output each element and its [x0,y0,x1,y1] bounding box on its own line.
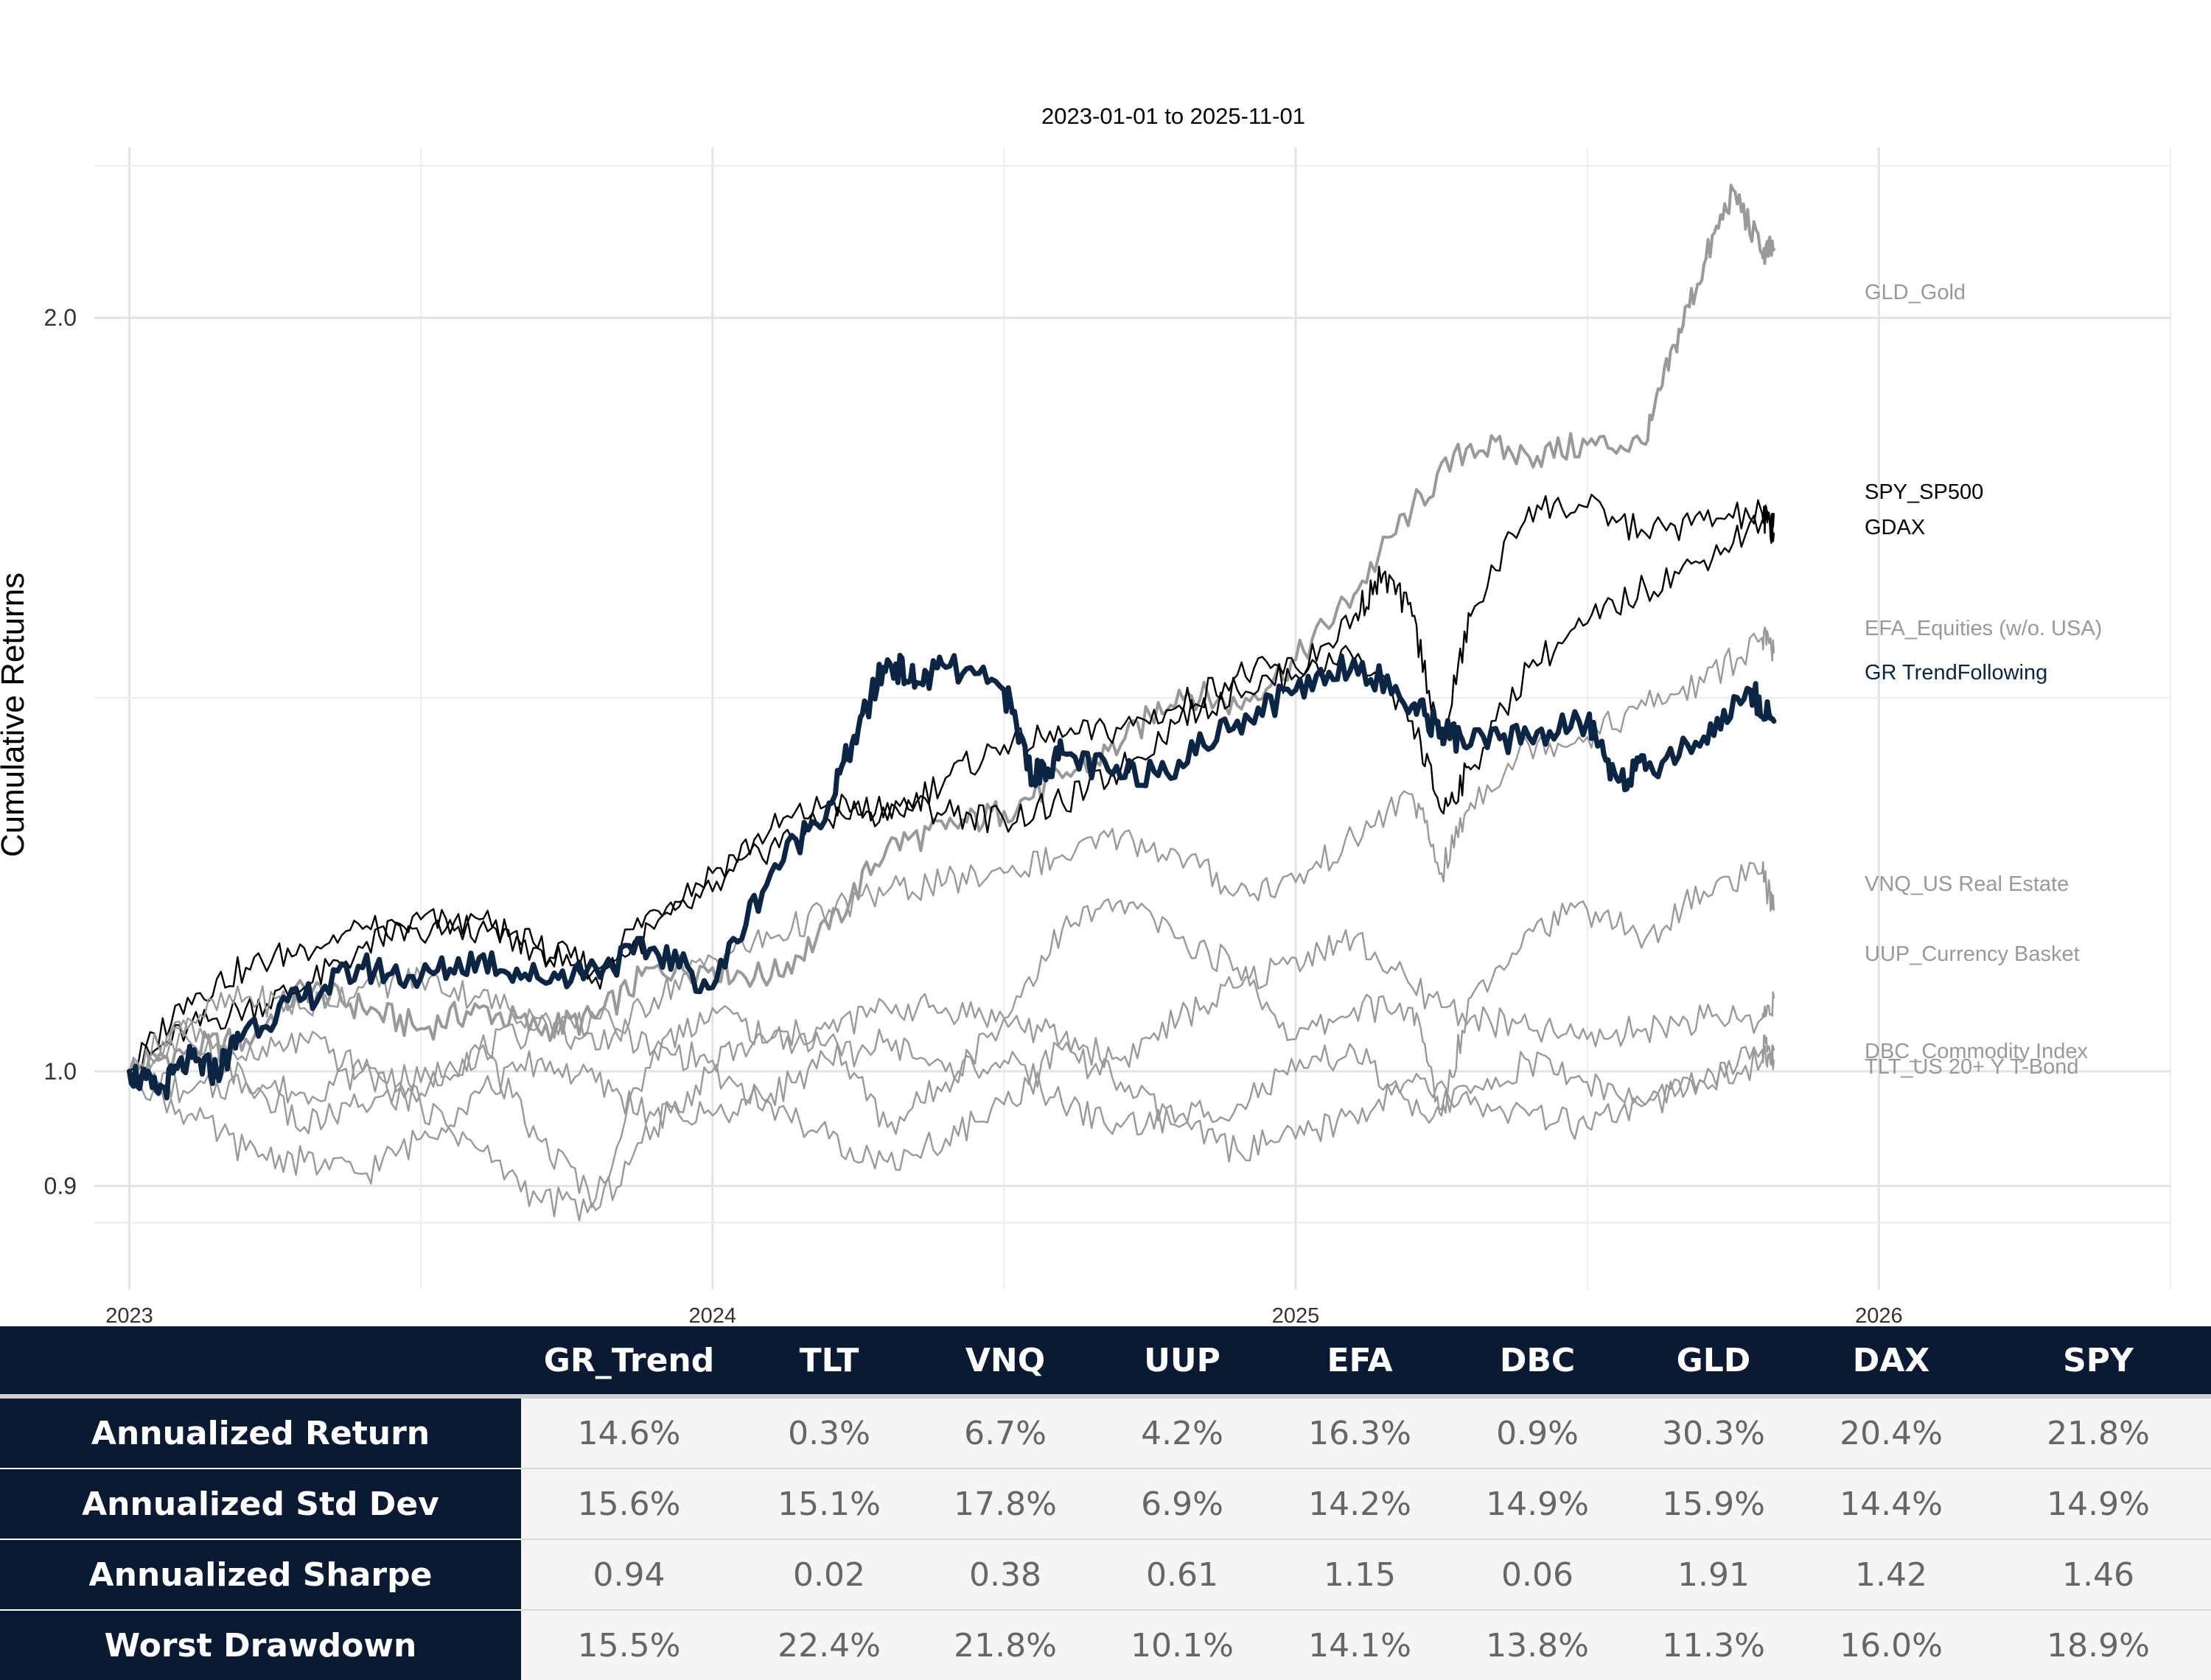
stats-cell: 13.8% [1445,1609,1630,1680]
stats-column-header: UUP [1089,1326,1275,1396]
stats-row-label: Worst Drawdown [0,1609,521,1680]
stats-column-header: EFA [1275,1326,1445,1396]
series-line-tlt-us-20-y-t-bond [128,1030,1775,1222]
series-label-uup-currency-basket: UUP_Currency Basket [1865,942,2080,966]
stats-cell: 14.6% [521,1396,737,1469]
series-line-gr-trendfollowing [127,652,1777,1101]
x-tick-label: 2026 [1855,1304,1903,1326]
series-label-spy-sp500: SPY_SP500 [1865,480,1983,504]
stats-column-header: VNQ [921,1326,1089,1396]
stats-row-label: Annualized Return [0,1396,521,1469]
series-label-tlt-us-20-y-t-bond: TLT_US 20+ Y T-Bond [1865,1055,2078,1079]
stats-cell: 14.1% [1275,1609,1445,1680]
stats-row: Annualized Sharpe 0.94 0.02 0.38 0.61 1.15 0.0… [0,1539,2211,1610]
chart-title: 2023-01-01 to 2025-11-01 [1041,103,1305,129]
stats-column-header: SPY [1985,1326,2211,1396]
stats-cell: 14.2% [1275,1468,1445,1539]
y-tick-label: 1.0 [44,1058,77,1085]
stats-row-label: Annualized Sharpe [0,1539,521,1610]
stats-cell: 0.3% [737,1396,921,1469]
series-label-efa-equities-w-o-usa-: EFA_Equities (w/o. USA) [1865,617,2102,640]
stats-cell: 0.38 [921,1539,1089,1610]
x-tick-label: 2024 [689,1304,737,1326]
stats-cell: 17.8% [921,1468,1089,1539]
stats-cell: 6.9% [1089,1468,1275,1539]
y-tick-label: 0.9 [44,1172,77,1199]
stats-column-header: TLT [737,1326,921,1396]
stats-cell: 15.9% [1630,1468,1797,1539]
stats-cell: 0.94 [521,1539,737,1610]
series-line-gdax [128,494,1775,1073]
stats-cell: 0.06 [1445,1539,1630,1610]
series-line-gld-gold [128,183,1775,1074]
series-lines [127,183,1777,1222]
stats-cell: 21.8% [1985,1396,2211,1469]
stats-cell: 0.61 [1089,1539,1275,1610]
stats-cell: 14.9% [1985,1468,2211,1539]
stats-cell: 18.9% [1985,1609,2211,1680]
y-axis-title: Cumulative Returns [0,573,31,857]
series-label-vnq-us-real-estate: VNQ_US Real Estate [1865,872,2069,896]
stats-column-header: GR_Trend [521,1326,737,1396]
stats-cell: 1.46 [1985,1539,2211,1610]
stats-column-header: DBC [1445,1326,1630,1396]
stats-cell: 15.1% [737,1468,921,1539]
stats-corner-cell [0,1326,521,1396]
series-line-spy-sp500 [128,504,1775,1082]
stats-row: Annualized Std Dev 15.6% 15.1% 17.8% 6.9% 14.… [0,1468,2211,1539]
stats-cell: 21.8% [921,1609,1089,1680]
stats-header-row: GR_Trend TLT VNQ UUP EFA DBC GLD DAX SPY [0,1326,2211,1396]
stats-cell: 15.5% [521,1609,737,1680]
stats-cell: 16.0% [1797,1609,1985,1680]
stats-cell: 30.3% [1630,1396,1797,1469]
stats-row: Annualized Return 14.6% 0.3% 6.7% 4.2% 16.3% 0… [0,1396,2211,1469]
stats-cell: 1.91 [1630,1539,1797,1610]
stats-row-label: Annualized Std Dev [0,1468,521,1539]
stats-cell: 15.6% [521,1468,737,1539]
series-line-efa-equities-w-o-usa- [128,626,1775,1075]
stats-cell: 1.15 [1275,1539,1445,1610]
series-labels: GLD_Gold SPY_SP500 GDAX EFA_Equities (w/o. … [1865,281,2102,1079]
x-tick-label: 2025 [1272,1304,1320,1326]
series-label-gr-trendfollowing: GR TrendFollowing [1865,661,2047,685]
stats-cell: 0.9% [1445,1396,1630,1469]
series-line-uup-currency-basket [128,929,1775,1105]
stats-cell: 0.02 [737,1539,921,1610]
stats-table: GR_Trend TLT VNQ UUP EFA DBC GLD DAX SPY Annuali… [0,1326,2211,1680]
stats-cell: 14.9% [1445,1468,1630,1539]
axis-labels: 2023 2024 2025 2026 0.9 1.0 2.0 [44,304,1903,1326]
series-label-dbc-commodity-index: DBC_Commodity Index [1865,1040,2088,1063]
stats-column-header: DAX [1797,1326,1985,1396]
y-tick-label: 2.0 [44,304,77,331]
stats-cell: 6.7% [921,1396,1089,1469]
stats-cell: 10.1% [1089,1609,1275,1680]
stats-cell: 16.3% [1275,1396,1445,1469]
stats-row: Worst Drawdown 15.5% 22.4% 21.8% 10.1% 14.1% 1… [0,1609,2211,1680]
stats-cell: 14.4% [1797,1468,1985,1539]
x-tick-label: 2023 [105,1304,153,1326]
series-label-gdax: GDAX [1865,516,1925,539]
stats-body: Annualized Return 14.6% 0.3% 6.7% 4.2% 16.3% 0… [0,1396,2211,1680]
stats-cell: 20.4% [1797,1396,1985,1469]
series-line-vnq-us-real-estate [128,861,1775,1208]
gridlines [94,147,2171,1289]
stats-cell: 1.42 [1797,1539,1985,1610]
cumulative-returns-chart: 2023 2024 2025 2026 0.9 1.0 2.0 GLD_Gold SPY_SP… [0,103,2171,1326]
series-label-gld-gold: GLD_Gold [1865,281,1966,304]
stats-cell: 22.4% [737,1609,921,1680]
stats-cell: 4.2% [1089,1396,1275,1469]
stats-cell: 11.3% [1630,1609,1797,1680]
series-line-dbc-commodity-index [128,1028,1775,1185]
stats-column-header: GLD [1630,1326,1797,1396]
